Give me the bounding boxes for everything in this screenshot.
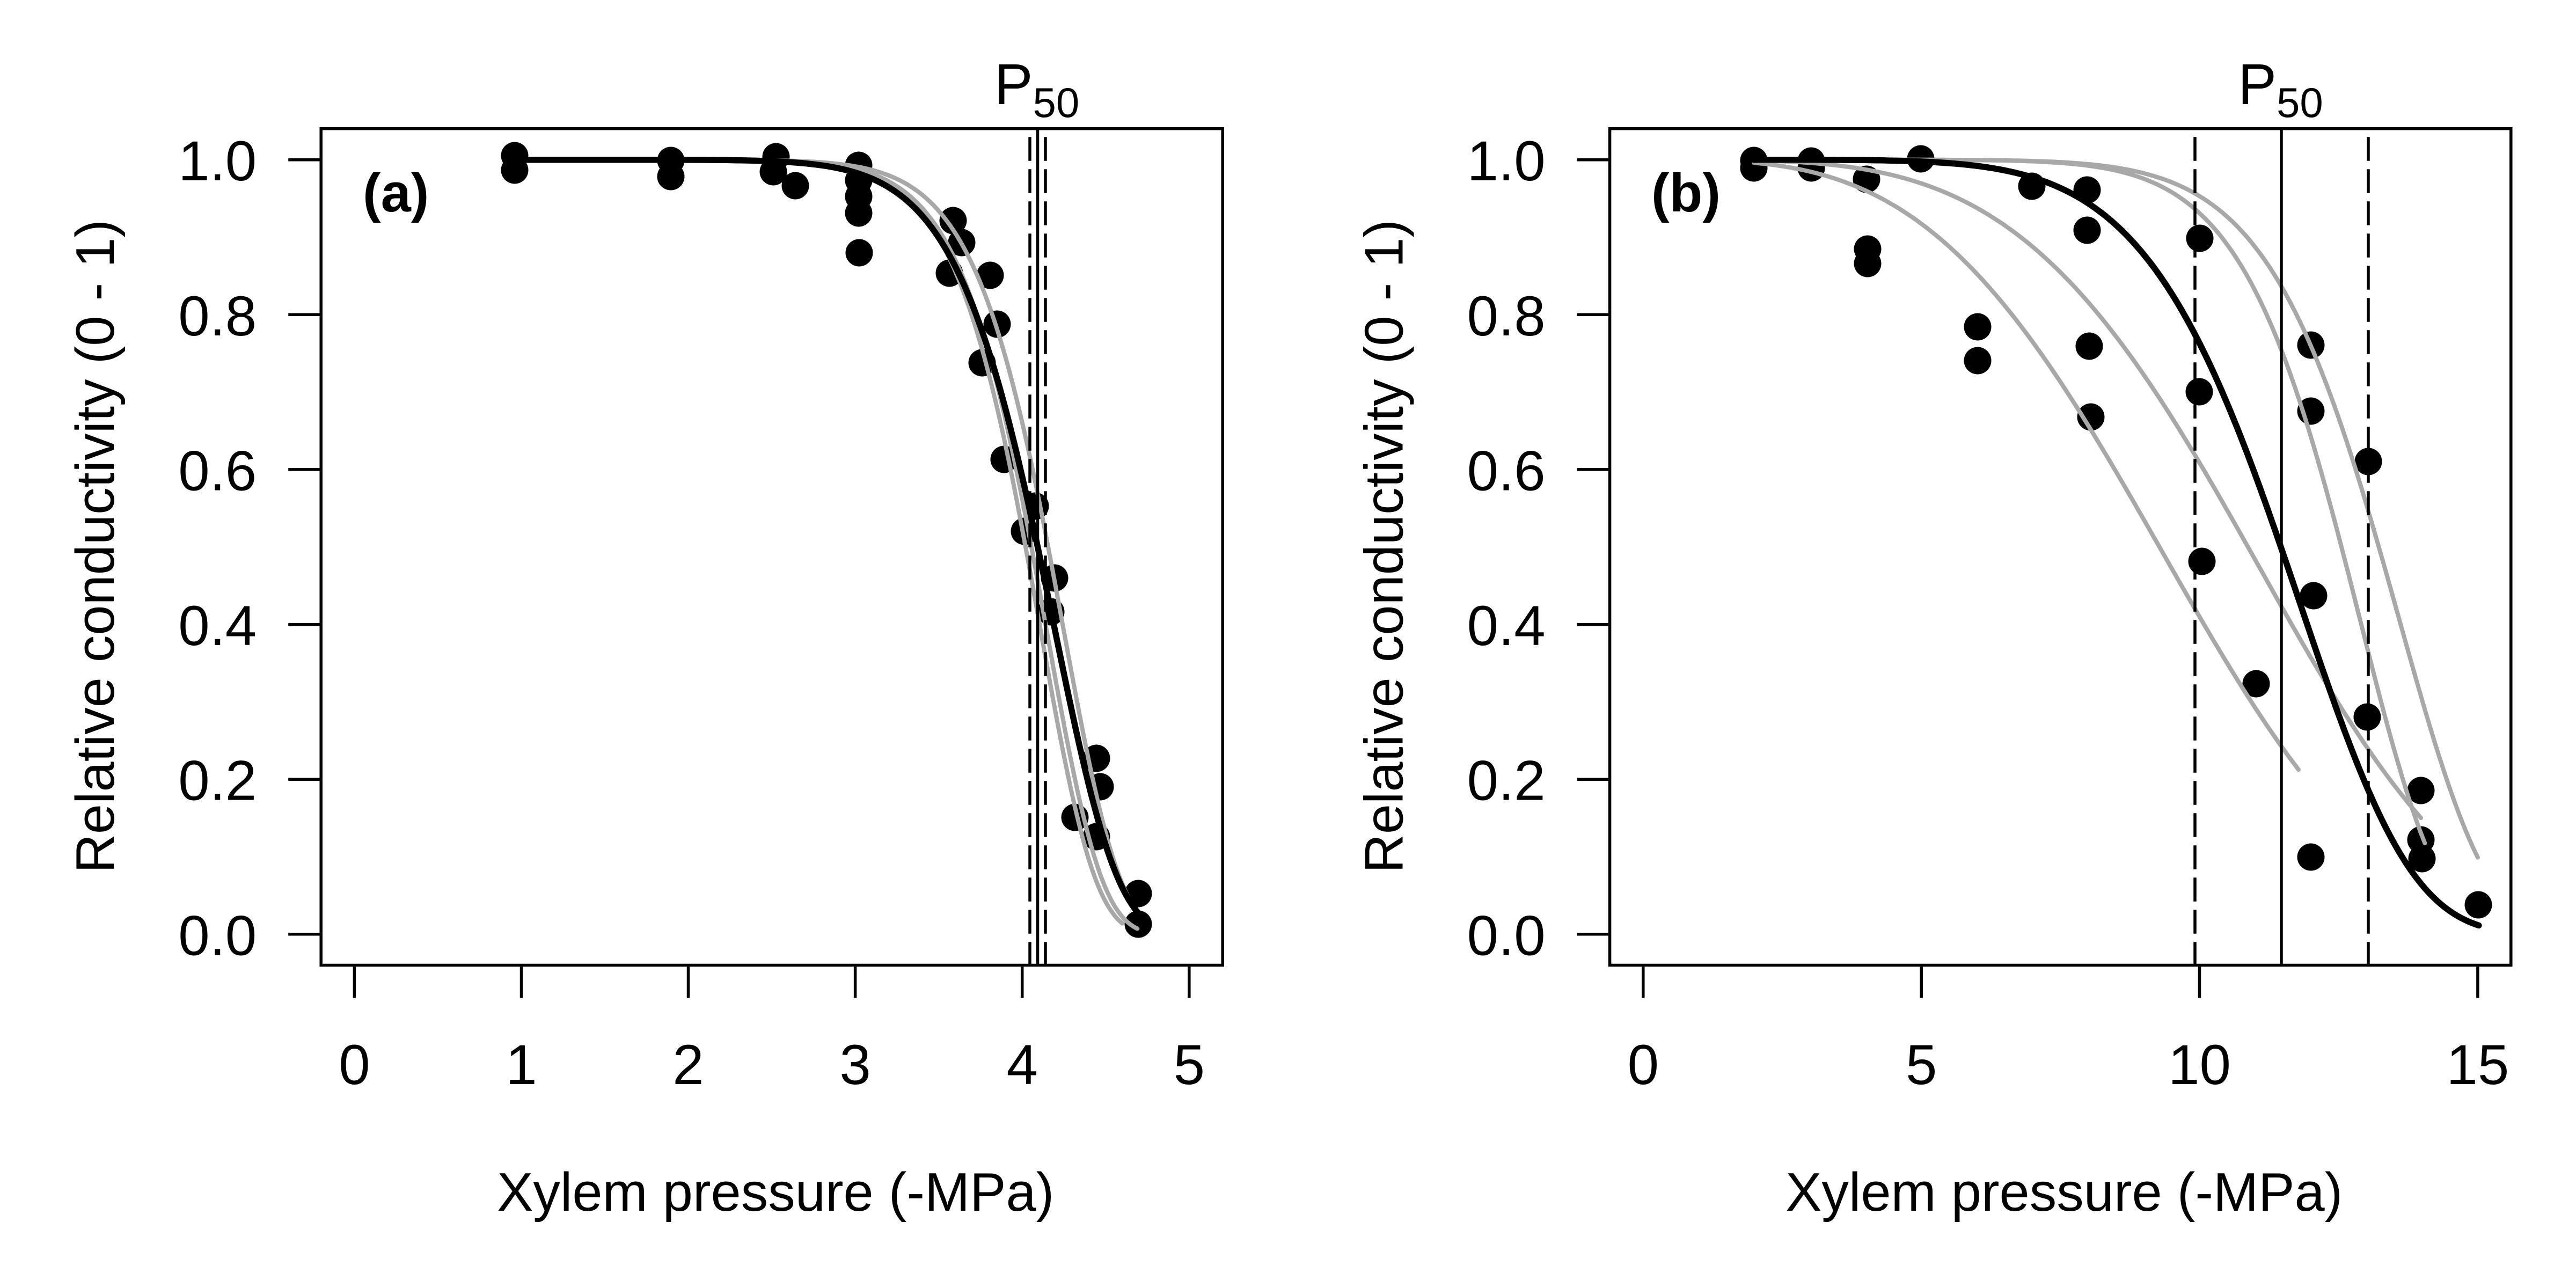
svg-text:Relative conductivity (0 - 1): Relative conductivity (0 - 1): [1355, 219, 1415, 873]
svg-text:10: 10: [2168, 1034, 2231, 1096]
svg-text:0.8: 0.8: [1467, 285, 1546, 348]
svg-text:(a): (a): [363, 163, 429, 223]
svg-text:1.0: 1.0: [178, 130, 257, 193]
svg-text:5: 5: [1906, 1034, 1937, 1096]
svg-text:0.6: 0.6: [178, 440, 257, 502]
svg-text:1: 1: [506, 1034, 537, 1096]
svg-text:0.2: 0.2: [178, 750, 257, 813]
svg-text:15: 15: [2447, 1034, 2509, 1096]
svg-text:Xylem pressure (-MPa): Xylem pressure (-MPa): [497, 1162, 1054, 1223]
svg-text:Relative conductivity (0 - 1): Relative conductivity (0 - 1): [65, 219, 126, 873]
svg-text:Xylem pressure (-MPa): Xylem pressure (-MPa): [1785, 1162, 2343, 1223]
svg-text:5: 5: [1174, 1034, 1205, 1096]
svg-text:0.6: 0.6: [1467, 440, 1546, 502]
svg-text:0.4: 0.4: [178, 595, 257, 657]
svg-text:1.0: 1.0: [1467, 130, 1546, 193]
svg-text:0.0: 0.0: [1467, 904, 1546, 967]
svg-text:3: 3: [839, 1034, 870, 1096]
svg-text:0.0: 0.0: [178, 904, 257, 967]
svg-text:0: 0: [339, 1034, 370, 1096]
svg-text:0.2: 0.2: [1467, 750, 1546, 813]
svg-text:2: 2: [672, 1034, 704, 1096]
svg-text:0.4: 0.4: [1467, 595, 1546, 657]
svg-text:0.8: 0.8: [178, 285, 257, 348]
svg-text:4: 4: [1006, 1034, 1037, 1096]
svg-text:(b): (b): [1651, 163, 1721, 223]
svg-text:0: 0: [1628, 1034, 1659, 1096]
